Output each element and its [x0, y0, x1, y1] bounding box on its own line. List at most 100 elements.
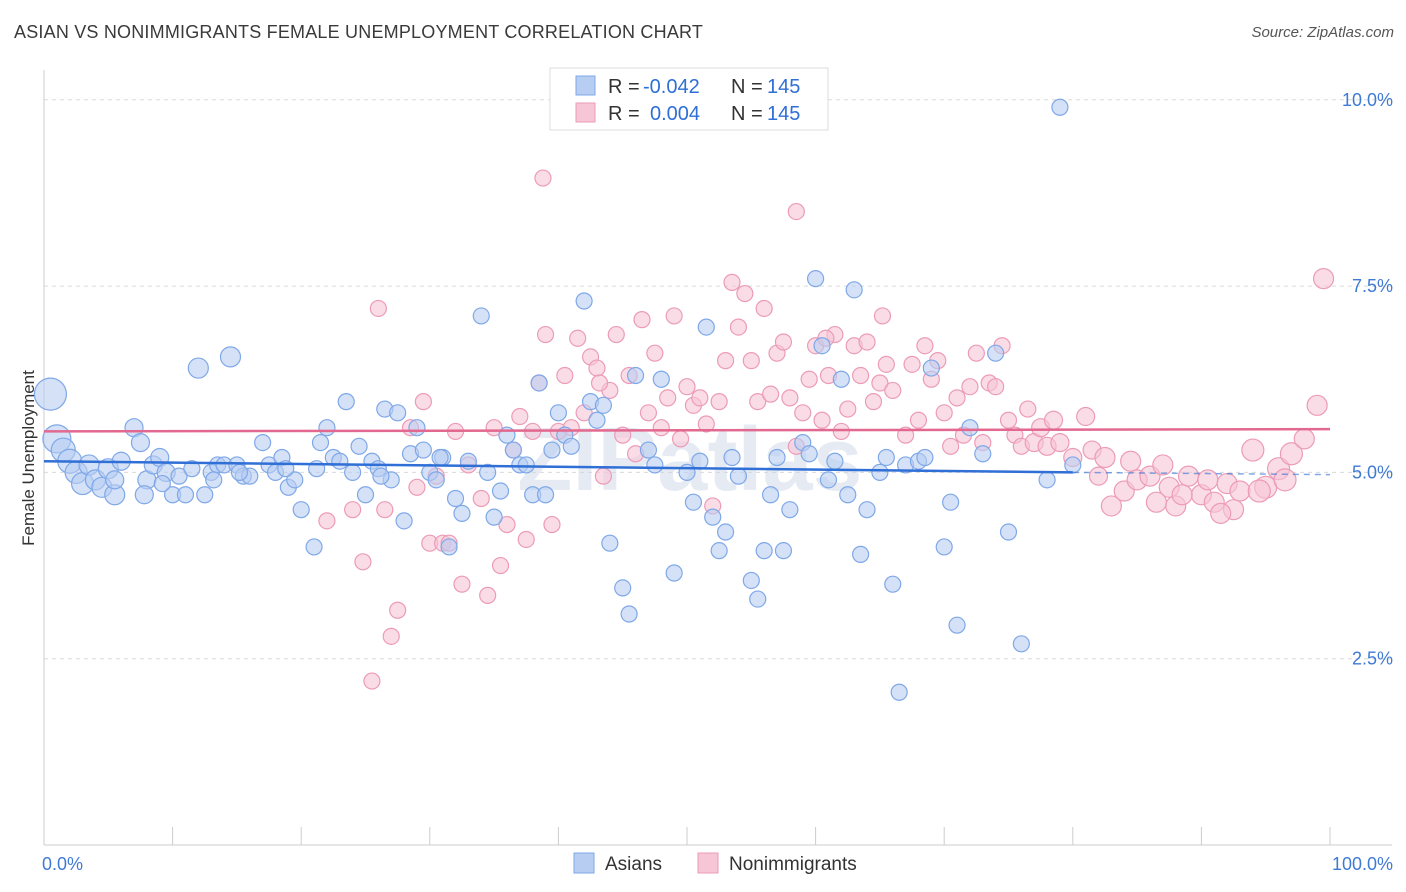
nonimmigrants-point — [588, 359, 606, 377]
asians-point — [601, 534, 619, 552]
asians-point — [395, 512, 413, 530]
asians-point — [755, 542, 773, 560]
asians-point — [858, 501, 876, 519]
asians-point — [839, 486, 857, 504]
nonimmigrants-point — [774, 333, 793, 351]
nonimmigrants-point — [646, 344, 664, 362]
nonimmigrants-point — [781, 389, 799, 407]
asians-point — [286, 471, 304, 489]
nonimmigrants-point — [697, 415, 715, 433]
asians-point — [761, 486, 780, 504]
asians-point — [517, 456, 535, 474]
nonimmigrants-point — [1145, 491, 1167, 513]
asians-point — [781, 501, 799, 519]
y-tick-label-0: 2.5% — [1352, 649, 1393, 669]
nonimmigrants-point — [633, 311, 651, 329]
asians-point — [305, 538, 323, 556]
nonimmigrants-point — [569, 329, 587, 347]
nonimmigrants-point — [839, 400, 857, 418]
nonimmigrants-point — [787, 202, 805, 221]
nonimmigrants-point — [1210, 502, 1232, 524]
asians-point — [453, 504, 471, 522]
axes — [43, 70, 1392, 846]
y-axis-label: Female Unemployment — [19, 370, 38, 546]
asians-point — [594, 396, 613, 414]
legend-r-label-2: R = — [608, 103, 640, 125]
asians-point — [948, 616, 966, 634]
nonimmigrants-point — [832, 422, 850, 441]
asians-point — [1038, 471, 1056, 489]
trend-lines — [43, 427, 1331, 476]
asians-point — [431, 448, 449, 467]
x-tick-label-min: 0.0% — [42, 854, 83, 874]
asians-point — [691, 452, 709, 470]
nonimmigrants-point — [794, 404, 812, 422]
nonimmigrants-point — [1293, 428, 1315, 450]
nonimmigrants-point — [749, 393, 767, 411]
nonimmigrants-point — [671, 430, 690, 448]
nonimmigrants-point — [873, 307, 892, 325]
series-legend: Asians Nonimmigrants — [573, 852, 857, 875]
asians-point — [646, 456, 664, 474]
nonimmigrants-point — [354, 553, 372, 571]
nonimmigrants-point — [344, 501, 362, 519]
asians-point — [1064, 456, 1082, 474]
asians-point — [704, 508, 722, 526]
asians-point — [588, 411, 606, 429]
asians-point — [974, 445, 992, 463]
nonimmigrants-swatch — [575, 102, 596, 123]
nonimmigrants-point — [382, 627, 400, 645]
asians-point — [440, 538, 458, 556]
asians-point — [446, 489, 465, 508]
asians-point — [414, 441, 432, 459]
nonimmigrants-point — [961, 378, 979, 396]
nonimmigrants-point — [877, 355, 895, 373]
nonimmigrants-point — [813, 411, 831, 429]
asians-point — [408, 419, 426, 437]
nonimmigrants-point — [543, 515, 561, 534]
asians-point — [485, 508, 503, 526]
asians-point — [845, 281, 863, 299]
asians-point — [536, 486, 555, 504]
asians-point — [742, 571, 760, 590]
asians-point — [916, 448, 934, 467]
asians-point — [491, 482, 510, 500]
nonimmigrants-point — [742, 352, 760, 370]
asians-point — [813, 337, 831, 355]
nonimmigrants-point — [1177, 465, 1200, 487]
nonimmigrants-point — [1088, 466, 1109, 486]
legend-nonimmigrants-label: Nonimmigrants — [729, 854, 857, 875]
asians-point — [626, 366, 645, 385]
source-credit: Source: ZipAtlas.com — [1251, 24, 1394, 41]
asians-point — [852, 545, 870, 563]
nonimmigrants-trend-line — [43, 427, 1331, 433]
asians-point — [292, 501, 310, 519]
nonimmigrants-point — [729, 318, 748, 336]
asians-point — [230, 463, 249, 482]
nonimmigrants-point — [852, 366, 870, 385]
chart-title: ASIAN VS NONIMMIGRANTS FEMALE UNEMPLOYME… — [14, 22, 704, 42]
nonimmigrants-point — [408, 478, 426, 496]
nonimmigrants-point — [1279, 442, 1304, 466]
legend-r-label-1: R = — [608, 76, 640, 98]
asians-point — [678, 463, 696, 482]
asians-point — [530, 374, 548, 392]
nonimmigrants-point — [999, 411, 1018, 429]
asians-point — [318, 419, 336, 437]
legend-n-value-1: 145 — [767, 76, 800, 98]
nonimmigrants-point — [511, 407, 529, 426]
nonimmigrants-point — [987, 378, 1005, 396]
legend-n-label-1: N = — [731, 76, 763, 98]
nonimmigrants-point — [1152, 454, 1174, 476]
asians-point — [105, 470, 125, 490]
asians-point — [716, 523, 735, 541]
asians-trend-line — [43, 459, 1073, 474]
nonimmigrants-point — [472, 489, 490, 508]
asians-point — [697, 318, 715, 336]
nonimmigrants-point — [967, 344, 985, 362]
asians-point — [684, 493, 703, 511]
nonimmigrants-point — [935, 404, 953, 422]
nonimmigrants-point — [414, 393, 432, 411]
asians-point — [884, 575, 902, 593]
